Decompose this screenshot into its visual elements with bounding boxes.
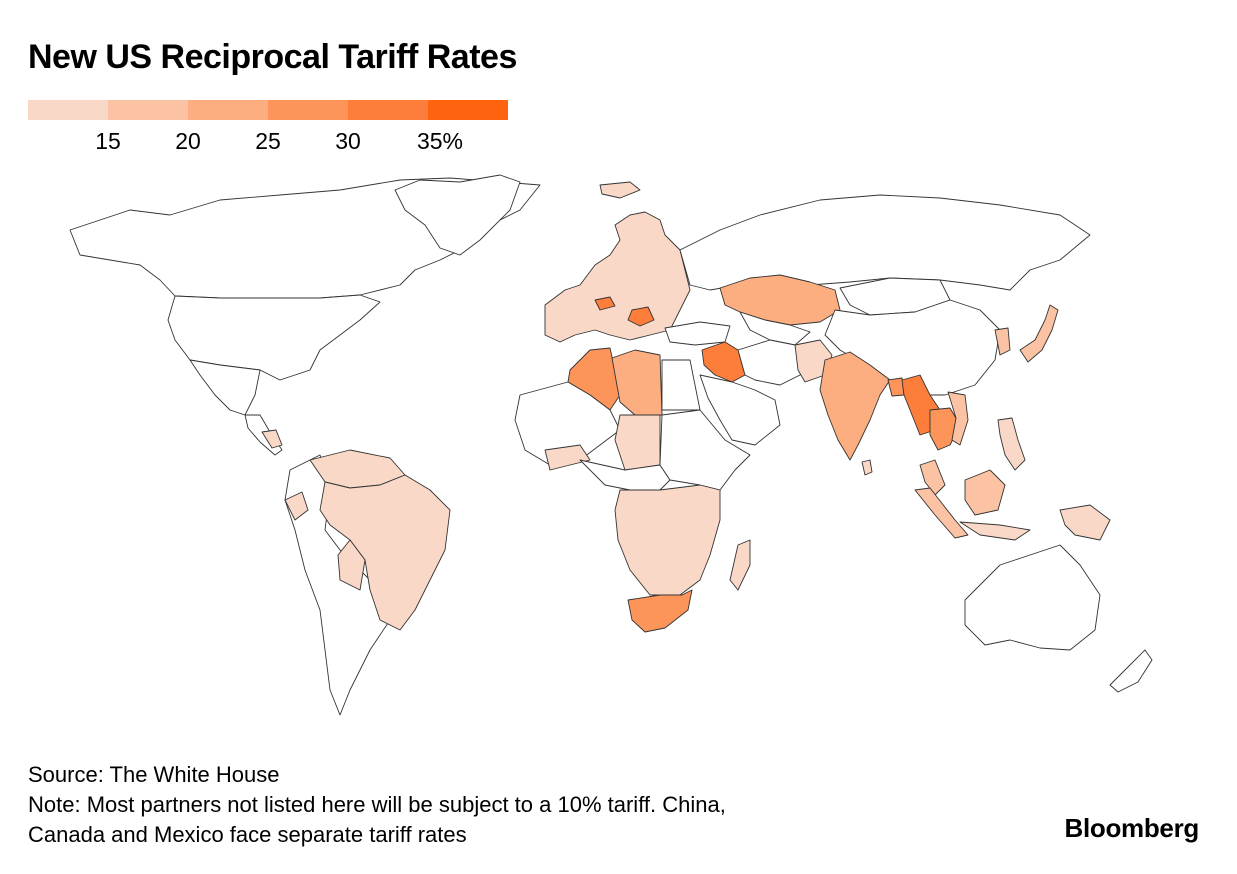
- legend-label-25: 25: [255, 128, 281, 154]
- region-south-america-west: [284, 454, 391, 716]
- region-india: [819, 351, 891, 461]
- region-bangladesh: [887, 377, 905, 397]
- region-switzerland: [594, 296, 616, 311]
- region-west-africa: [514, 381, 621, 466]
- color-legend: 15 20 25 30 35%: [28, 100, 508, 160]
- chart-title: New US Reciprocal Tariff Rates: [28, 38, 517, 76]
- region-iran-afghanistan: [737, 339, 811, 386]
- region-malaysia: [919, 459, 946, 496]
- region-central-africa: [579, 459, 671, 491]
- region-southern-africa: [614, 484, 721, 596]
- region-arabia: [699, 374, 781, 446]
- world-map: [69, 174, 1153, 716]
- region-iceland: [599, 181, 641, 199]
- footer: Source: The White House Note: Most partn…: [28, 760, 726, 850]
- region-syria-iraq: [701, 341, 746, 383]
- region-japan: [1019, 304, 1059, 363]
- note-text-line2: Canada and Mexico face separate tariff r…: [28, 822, 467, 847]
- region-brazil: [319, 474, 451, 631]
- legend-label-15: 15: [95, 128, 121, 154]
- source-text: Source: The White House: [28, 762, 280, 787]
- region-indonesia-east: [959, 504, 1111, 541]
- region-borneo: [964, 469, 1006, 516]
- region-sumatra: [914, 487, 969, 539]
- note-text-line1: Note: Most partners not listed here will…: [28, 792, 726, 817]
- legend-label-35: 35%: [416, 128, 464, 154]
- legend-swatch-3: [188, 100, 268, 120]
- region-russia: [679, 194, 1091, 291]
- region-new-zealand: [1109, 649, 1153, 693]
- region-turkey: [664, 321, 731, 346]
- region-mexico: [189, 359, 261, 416]
- region-europe: [544, 211, 691, 343]
- region-philippines: [997, 417, 1026, 471]
- region-libya: [611, 349, 663, 416]
- region-ecuador: [284, 491, 309, 521]
- bloomberg-logo: Bloomberg: [1064, 813, 1199, 843]
- legend-swatch-6: [428, 100, 508, 120]
- legend-swatch-2: [108, 100, 188, 120]
- region-kazakhstan: [719, 274, 841, 326]
- region-greenland: [394, 174, 521, 256]
- region-chad-niger: [614, 414, 661, 471]
- legend-label-30: 30: [335, 128, 361, 154]
- region-central-asia: [739, 311, 811, 346]
- region-australia: [964, 544, 1101, 651]
- region-bolivia: [337, 539, 366, 591]
- region-usa: [167, 294, 381, 381]
- region-egypt: [661, 359, 701, 411]
- legend-swatch-5: [348, 100, 428, 120]
- region-madagascar: [729, 539, 751, 591]
- legend-swatch-4: [268, 100, 348, 120]
- region-east-africa: [659, 409, 751, 491]
- legend-swatch-1: [28, 100, 108, 120]
- region-korea: [994, 327, 1011, 356]
- region-sri-lanka: [861, 459, 873, 476]
- region-south-africa: [627, 589, 693, 633]
- region-west-africa-shaded: [544, 444, 591, 471]
- region-nicaragua: [261, 429, 283, 449]
- region-serbia-bosnia: [627, 306, 655, 327]
- region-vietnam: [947, 391, 969, 446]
- legend-bar: [28, 100, 508, 120]
- legend-label-20: 20: [175, 128, 201, 154]
